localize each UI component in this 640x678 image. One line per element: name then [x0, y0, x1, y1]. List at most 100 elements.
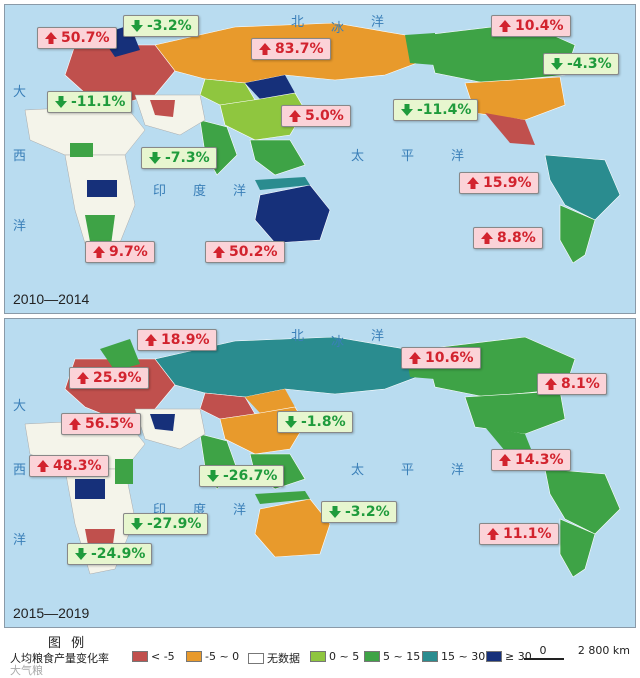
map-panel-2015-2019: 北 冰 洋 大 西 洋 印 度 洋 太 平 洋 18.9% 25.9% 10.6…: [4, 318, 636, 628]
region-europe: [64, 44, 176, 106]
callout-value: -24.9%: [91, 546, 146, 562]
callout-value: 18.9%: [161, 332, 210, 348]
arrow-down-icon: [130, 517, 144, 531]
ocean-label-atlantic-2: 西: [13, 463, 27, 478]
ocean-label-pacific-2: 平: [401, 463, 415, 478]
region-indonesia: [255, 491, 310, 504]
region-sahel: [70, 143, 93, 157]
ocean-label-pacific-2: 平: [401, 149, 415, 164]
callout-russia: 18.9%: [137, 329, 217, 351]
legend-item-lt-minus5: < -5: [132, 650, 175, 663]
legend-label: 15 ~ 30: [441, 650, 486, 663]
region-mexico: [485, 113, 535, 145]
arrow-up-icon: [144, 333, 158, 347]
arrow-up-icon: [498, 19, 512, 33]
region-scandinavia: [100, 339, 140, 371]
legend-label: < -5: [151, 650, 175, 663]
region-south-america-south: [559, 518, 596, 578]
legend-label: ≥ 30: [505, 650, 532, 663]
callout-usa-south: -11.4%: [393, 99, 479, 121]
ocean-label-pacific-3: 洋: [451, 149, 465, 164]
region-iran: [150, 100, 175, 117]
callout-value: -1.8%: [301, 414, 346, 430]
callout-scandinavia: 50.7%: [37, 27, 117, 49]
callout-value: 11.1%: [503, 526, 552, 542]
callout-value: -3.2%: [147, 18, 192, 34]
legend-label: 5 ~ 15: [383, 650, 421, 663]
map-panel-2010-2014: 北 冰 洋 大 西 洋 印 度 洋 太 平 洋 50.7% -3.2% 83.7…: [4, 4, 636, 314]
legend-item-minus5-0: -5 ~ 0: [186, 650, 239, 663]
ocean-label-arctic-3: 洋: [371, 329, 385, 344]
legend-swatch: [310, 651, 326, 662]
region-south-africa: [85, 215, 115, 247]
world-map-2015-2019: [24, 336, 621, 578]
scale-distance: 2 800 km: [577, 644, 630, 657]
legend-swatch: [364, 651, 380, 662]
arrow-down-icon: [148, 151, 162, 165]
callout-argentina: 11.1%: [479, 523, 559, 545]
callout-value: -26.7%: [223, 468, 278, 484]
callout-value: 10.6%: [425, 350, 474, 366]
region-alaska: [405, 33, 435, 65]
callout-value: 9.7%: [109, 244, 148, 260]
region-australia: [254, 498, 331, 558]
callout-south-asia: -7.3%: [141, 147, 217, 169]
region-south-america-north: [544, 154, 621, 221]
arrow-up-icon: [498, 453, 512, 467]
ocean-label-arctic-1: 北: [291, 329, 305, 344]
ocean-label-pacific-1: 太: [351, 149, 365, 164]
legend-description: 人均粮食产量变化率: [10, 652, 109, 665]
arrow-down-icon: [328, 505, 342, 519]
legend-label: 无数据: [267, 652, 300, 665]
callout-brazil: 15.9%: [459, 172, 539, 194]
arrow-down-icon: [206, 469, 220, 483]
callout-south-africa: 9.7%: [85, 241, 155, 263]
region-mongolia: [245, 389, 295, 413]
callout-value: 48.3%: [53, 458, 102, 474]
legend-swatch: [248, 652, 264, 664]
arrow-up-icon: [36, 459, 50, 473]
region-central-africa-dark: [87, 180, 117, 197]
arrow-up-icon: [44, 31, 58, 45]
callout-value: -11.1%: [71, 94, 126, 110]
ocean-label-pacific-1: 太: [351, 463, 365, 478]
world-map-2010-2014: [24, 22, 621, 264]
legend-label: -5 ~ 0: [205, 650, 240, 663]
callout-east-asia: 5.0%: [281, 105, 351, 127]
callout-value: 10.4%: [515, 18, 564, 34]
callout-value: -4.3%: [567, 56, 612, 72]
callout-argentina: 8.8%: [473, 227, 543, 249]
callout-value: 15.9%: [483, 175, 532, 191]
period-label: 2010—2014: [13, 291, 90, 307]
callout-mongolia: 83.7%: [251, 38, 331, 60]
region-east-africa: [115, 459, 133, 484]
arrow-up-icon: [258, 42, 272, 56]
callout-value: -27.9%: [147, 516, 202, 532]
region-mongolia: [245, 75, 295, 99]
callout-russia: -3.2%: [123, 15, 199, 37]
legend-item-gte-30: ≥ 30: [486, 650, 532, 663]
region-indonesia: [255, 177, 310, 190]
legend-swatch: [486, 651, 502, 662]
ocean-label-atlantic-2: 西: [13, 149, 27, 164]
callout-usa-east: -4.3%: [543, 53, 619, 75]
arrow-up-icon: [68, 417, 82, 431]
legend-swatch: [186, 651, 202, 662]
callout-west-africa: 48.3%: [29, 455, 109, 477]
region-usa: [464, 390, 566, 435]
arrow-up-icon: [544, 377, 558, 391]
region-west-africa: [75, 479, 105, 499]
arrow-down-icon: [74, 547, 88, 561]
legend-swatch: [132, 651, 148, 662]
ocean-label-atlantic-1: 大: [13, 85, 27, 100]
scale-bar-label: 0 2 800 km: [539, 644, 630, 657]
ocean-label-arctic-2: 冰: [331, 335, 345, 350]
callout-south-asia: -26.7%: [199, 465, 285, 487]
ocean-label-pacific-3: 洋: [451, 463, 465, 478]
ocean-label-indian-3: 洋: [233, 184, 247, 199]
scale-zero: 0: [539, 644, 547, 657]
callout-value: 50.7%: [61, 30, 110, 46]
callout-china: -1.8%: [277, 411, 353, 433]
ocean-label-indian-3: 洋: [233, 503, 247, 518]
arrow-up-icon: [288, 109, 302, 123]
